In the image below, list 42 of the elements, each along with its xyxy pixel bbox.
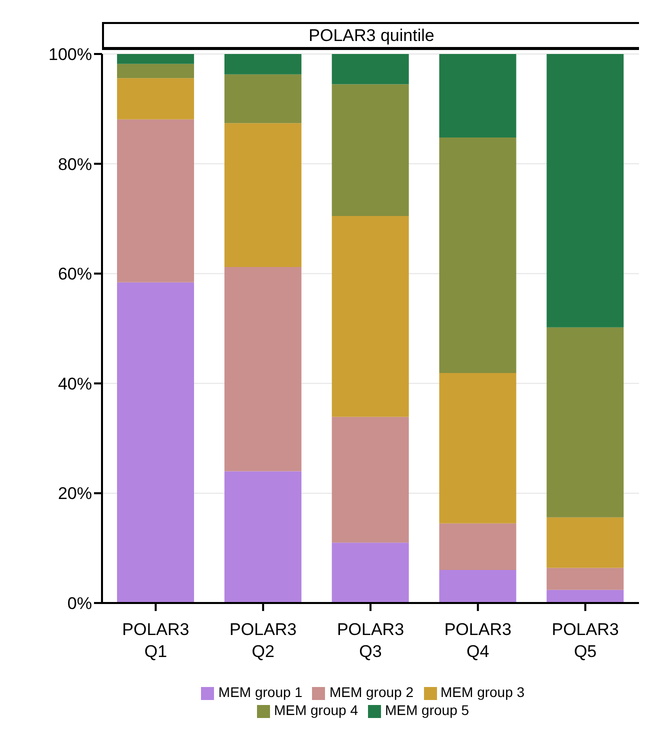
bar [224, 267, 302, 472]
bar [224, 54, 302, 74]
legend-label: MEM group 4 [274, 702, 358, 718]
legend-label: MEM group 2 [329, 684, 414, 700]
bar [546, 54, 624, 328]
y-tick-label: 20% [58, 484, 92, 504]
bar [332, 216, 409, 417]
x-tick-label: POLAR3 Q3 [336, 620, 404, 661]
bar [546, 590, 624, 603]
bar [439, 523, 516, 570]
chart-title: POLAR3 quintile [102, 22, 639, 50]
bar [439, 372, 516, 524]
bar [439, 137, 516, 373]
legend-label: MEM group 3 [440, 684, 525, 700]
bar [546, 327, 624, 518]
bar [439, 54, 516, 138]
y-tick-label: 100% [48, 45, 92, 64]
bar [117, 78, 194, 120]
bar [332, 416, 409, 543]
bar [117, 119, 194, 282]
bar [117, 64, 194, 78]
bar [224, 74, 302, 124]
bar [224, 471, 302, 603]
x-tick-label: POLAR3 Q1 [122, 620, 190, 661]
y-tick-label: 0% [67, 594, 92, 614]
legend-label: MEM group 1 [218, 684, 302, 700]
y-tick-label: 60% [58, 264, 92, 284]
y-tick-label: 80% [58, 154, 92, 174]
bar [332, 84, 409, 216]
bar [117, 282, 194, 603]
bar [332, 542, 409, 603]
x-tick-label: POLAR3 Q5 [552, 620, 619, 661]
bar [546, 568, 624, 590]
bar [546, 517, 624, 568]
x-tick-label: POLAR3 Q2 [230, 620, 297, 661]
legend-label: MEM group 5 [385, 702, 470, 718]
bar [224, 123, 302, 268]
x-tick-label: POLAR3 Q4 [444, 620, 512, 661]
bar [332, 54, 409, 84]
bar [117, 54, 194, 64]
y-tick-label: 40% [58, 374, 92, 394]
bar [439, 570, 516, 603]
